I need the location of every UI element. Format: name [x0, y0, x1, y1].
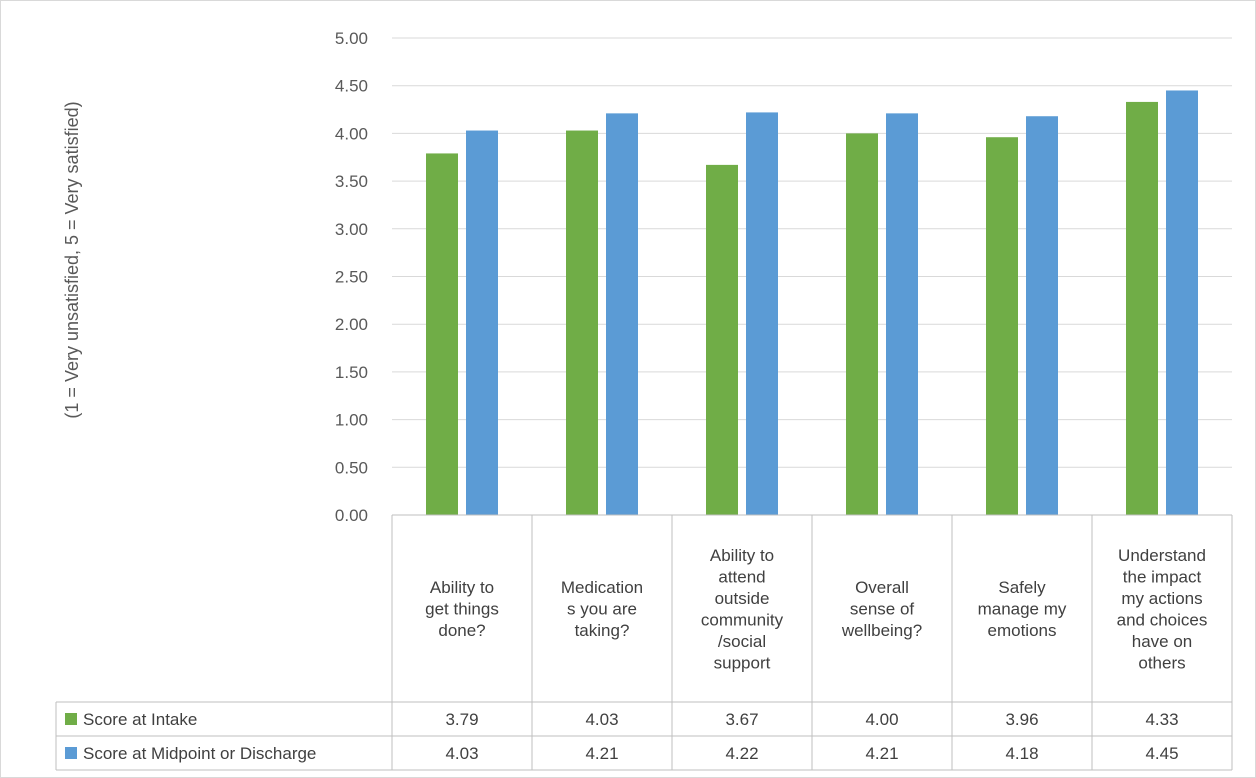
bar-midpoint-4 — [1026, 116, 1058, 515]
data-table: Ability to get things done? Medication s you… — [55, 514, 1233, 771]
data-label-intake-1: 4.03 — [585, 710, 618, 729]
legend-key-midpoint — [65, 747, 77, 759]
data-label-intake-4: 3.96 — [1005, 710, 1038, 729]
data-label-midpoint-3: 4.21 — [865, 744, 898, 763]
bars — [426, 90, 1198, 516]
y-tick-label: 3.50 — [335, 172, 368, 191]
bar-intake-1 — [566, 130, 598, 515]
y-tick-label: 2.00 — [335, 315, 368, 334]
bar-midpoint-2 — [746, 112, 778, 516]
data-label-midpoint-1: 4.21 — [585, 744, 618, 763]
data-label-midpoint-4: 4.18 — [1005, 744, 1038, 763]
y-tick-label: 0.50 — [335, 458, 368, 477]
y-axis-title: (1 = Very unsatisfied, 5 = Very satisfie… — [62, 101, 82, 418]
y-tick-label: 1.00 — [335, 411, 368, 430]
category-label-1: Medication s you are taking? — [561, 578, 643, 640]
y-tick-label: 1.50 — [335, 363, 368, 382]
y-tick-label: 4.50 — [335, 77, 368, 96]
data-label-midpoint-2: 4.22 — [725, 744, 758, 763]
bar-intake-0 — [426, 153, 458, 515]
bar-midpoint-5 — [1166, 90, 1198, 515]
bar-intake-3 — [846, 133, 878, 515]
data-label-intake-0: 3.79 — [445, 710, 478, 729]
category-label-4: Safely manage my emotions — [978, 578, 1067, 640]
data-label-intake-3: 4.00 — [865, 710, 898, 729]
y-tick-label: 4.00 — [335, 124, 368, 143]
category-label-2: Ability to attend outside community/social s… — [701, 546, 784, 673]
bar-intake-2 — [706, 164, 738, 515]
data-label-midpoint-0: 4.03 — [445, 744, 478, 763]
y-tick-label: 2.50 — [335, 268, 368, 287]
data-label-intake-5: 4.33 — [1145, 710, 1178, 729]
data-label-intake-2: 3.67 — [725, 710, 758, 729]
data-label-midpoint-5: 4.45 — [1145, 744, 1178, 763]
bar-midpoint-0 — [466, 130, 498, 515]
series-name-midpoint: Score at Midpoint or Discharge — [83, 744, 316, 763]
y-tick-label: 3.00 — [335, 220, 368, 239]
category-label-3: Overall sense of wellbeing? — [841, 578, 922, 640]
series-name-intake: Score at Intake — [83, 710, 197, 729]
bar-midpoint-1 — [606, 113, 638, 515]
y-tick-labels: 0.00 0.50 1.00 1.50 2.00 2.50 3.00 3.50 4.00 4.50… — [335, 29, 368, 525]
category-label-5: Understand the impact my actions and choice… — [1117, 546, 1208, 673]
y-tick-label: 0.00 — [335, 506, 368, 525]
gridlines — [392, 37, 1232, 468]
category-label-0: Ability to get things done? — [425, 578, 499, 640]
y-tick-label: 5.00 — [335, 29, 368, 48]
bar-midpoint-3 — [886, 113, 918, 515]
bar-intake-5 — [1126, 101, 1158, 515]
legend-key-intake — [65, 713, 77, 725]
bar-intake-4 — [986, 137, 1018, 515]
